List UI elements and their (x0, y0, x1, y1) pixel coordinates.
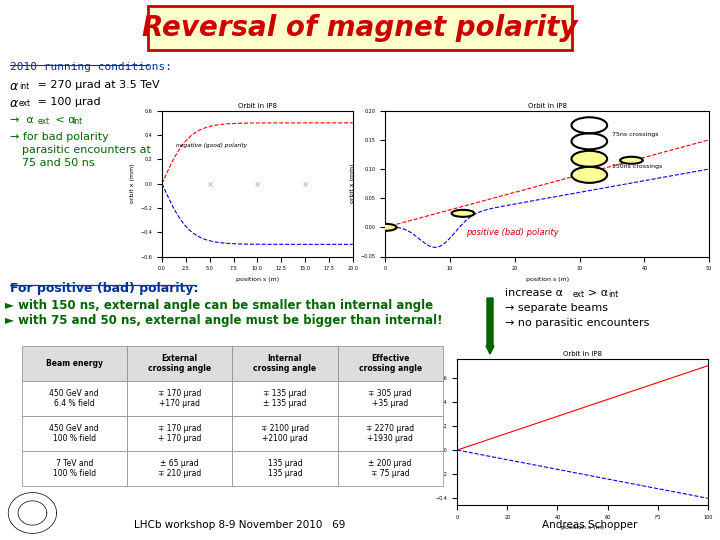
Text: ► with 150 ns, external angle can be smaller than internal angle: ► with 150 ns, external angle can be sma… (5, 299, 433, 312)
Circle shape (572, 151, 607, 167)
Text: 75 and 50 ns: 75 and 50 ns (22, 158, 94, 168)
Y-axis label: orbit x (mm): orbit x (mm) (350, 164, 355, 204)
X-axis label: position s (m): position s (m) (236, 277, 279, 282)
Text: positive (bad) polarity: positive (bad) polarity (467, 228, 559, 237)
Text: LHCb workshop 8-9 November 2010   69: LHCb workshop 8-9 November 2010 69 (135, 520, 346, 530)
Text: parasitic encounters at: parasitic encounters at (22, 145, 151, 155)
Title: Orbit in IP8: Orbit in IP8 (238, 103, 277, 109)
Text: Andreas Schopper: Andreas Schopper (542, 520, 638, 530)
Text: ext: ext (38, 117, 50, 126)
Text: 75ns crossings: 75ns crossings (612, 132, 659, 137)
Text: ext: ext (19, 99, 31, 108)
X-axis label: position s (m): position s (m) (561, 525, 604, 530)
Text: > α: > α (588, 288, 608, 298)
Text: → no parasitic encounters: → no parasitic encounters (505, 318, 649, 328)
Text: → separate beams: → separate beams (505, 303, 608, 313)
Title: Orbit in IP8: Orbit in IP8 (528, 103, 567, 109)
Text: negative (good) polarity: negative (good) polarity (176, 143, 248, 148)
X-axis label: position s (m): position s (m) (526, 277, 569, 282)
Text: int: int (19, 82, 30, 91)
Y-axis label: orbit x (mm): orbit x (mm) (130, 164, 135, 204)
Text: α: α (10, 97, 18, 110)
Text: 2010 running conditions:: 2010 running conditions: (10, 62, 172, 72)
Title: Orbit in IP8: Orbit in IP8 (563, 352, 602, 357)
Text: LHCb: LHCb (655, 517, 688, 528)
Text: → for bad polarity: → for bad polarity (10, 132, 109, 142)
Y-axis label: orbit x (mm): orbit x (mm) (425, 412, 430, 452)
Text: 150ns crossings: 150ns crossings (612, 164, 662, 170)
Text: increase α: increase α (505, 288, 563, 298)
Text: →  α: → α (10, 115, 34, 125)
Ellipse shape (451, 210, 474, 217)
Text: ext: ext (573, 290, 585, 299)
Text: < α: < α (52, 115, 76, 125)
Text: Reversal of magnet polarity: Reversal of magnet polarity (143, 14, 577, 42)
Text: α: α (10, 80, 18, 93)
Text: = 270 μrad at 3.5 TeV: = 270 μrad at 3.5 TeV (34, 80, 160, 90)
FancyArrow shape (486, 298, 494, 354)
Text: For positive (bad) polarity:: For positive (bad) polarity: (10, 282, 199, 295)
Text: int: int (72, 117, 82, 126)
Text: int: int (608, 290, 618, 299)
Ellipse shape (374, 224, 397, 231)
FancyBboxPatch shape (148, 6, 572, 50)
Circle shape (572, 167, 607, 183)
Ellipse shape (620, 157, 643, 164)
Text: = 100 μrad: = 100 μrad (34, 97, 101, 107)
Text: ► with 75 and 50 ns, external angle must be bigger than internal!: ► with 75 and 50 ns, external angle must… (5, 314, 443, 327)
